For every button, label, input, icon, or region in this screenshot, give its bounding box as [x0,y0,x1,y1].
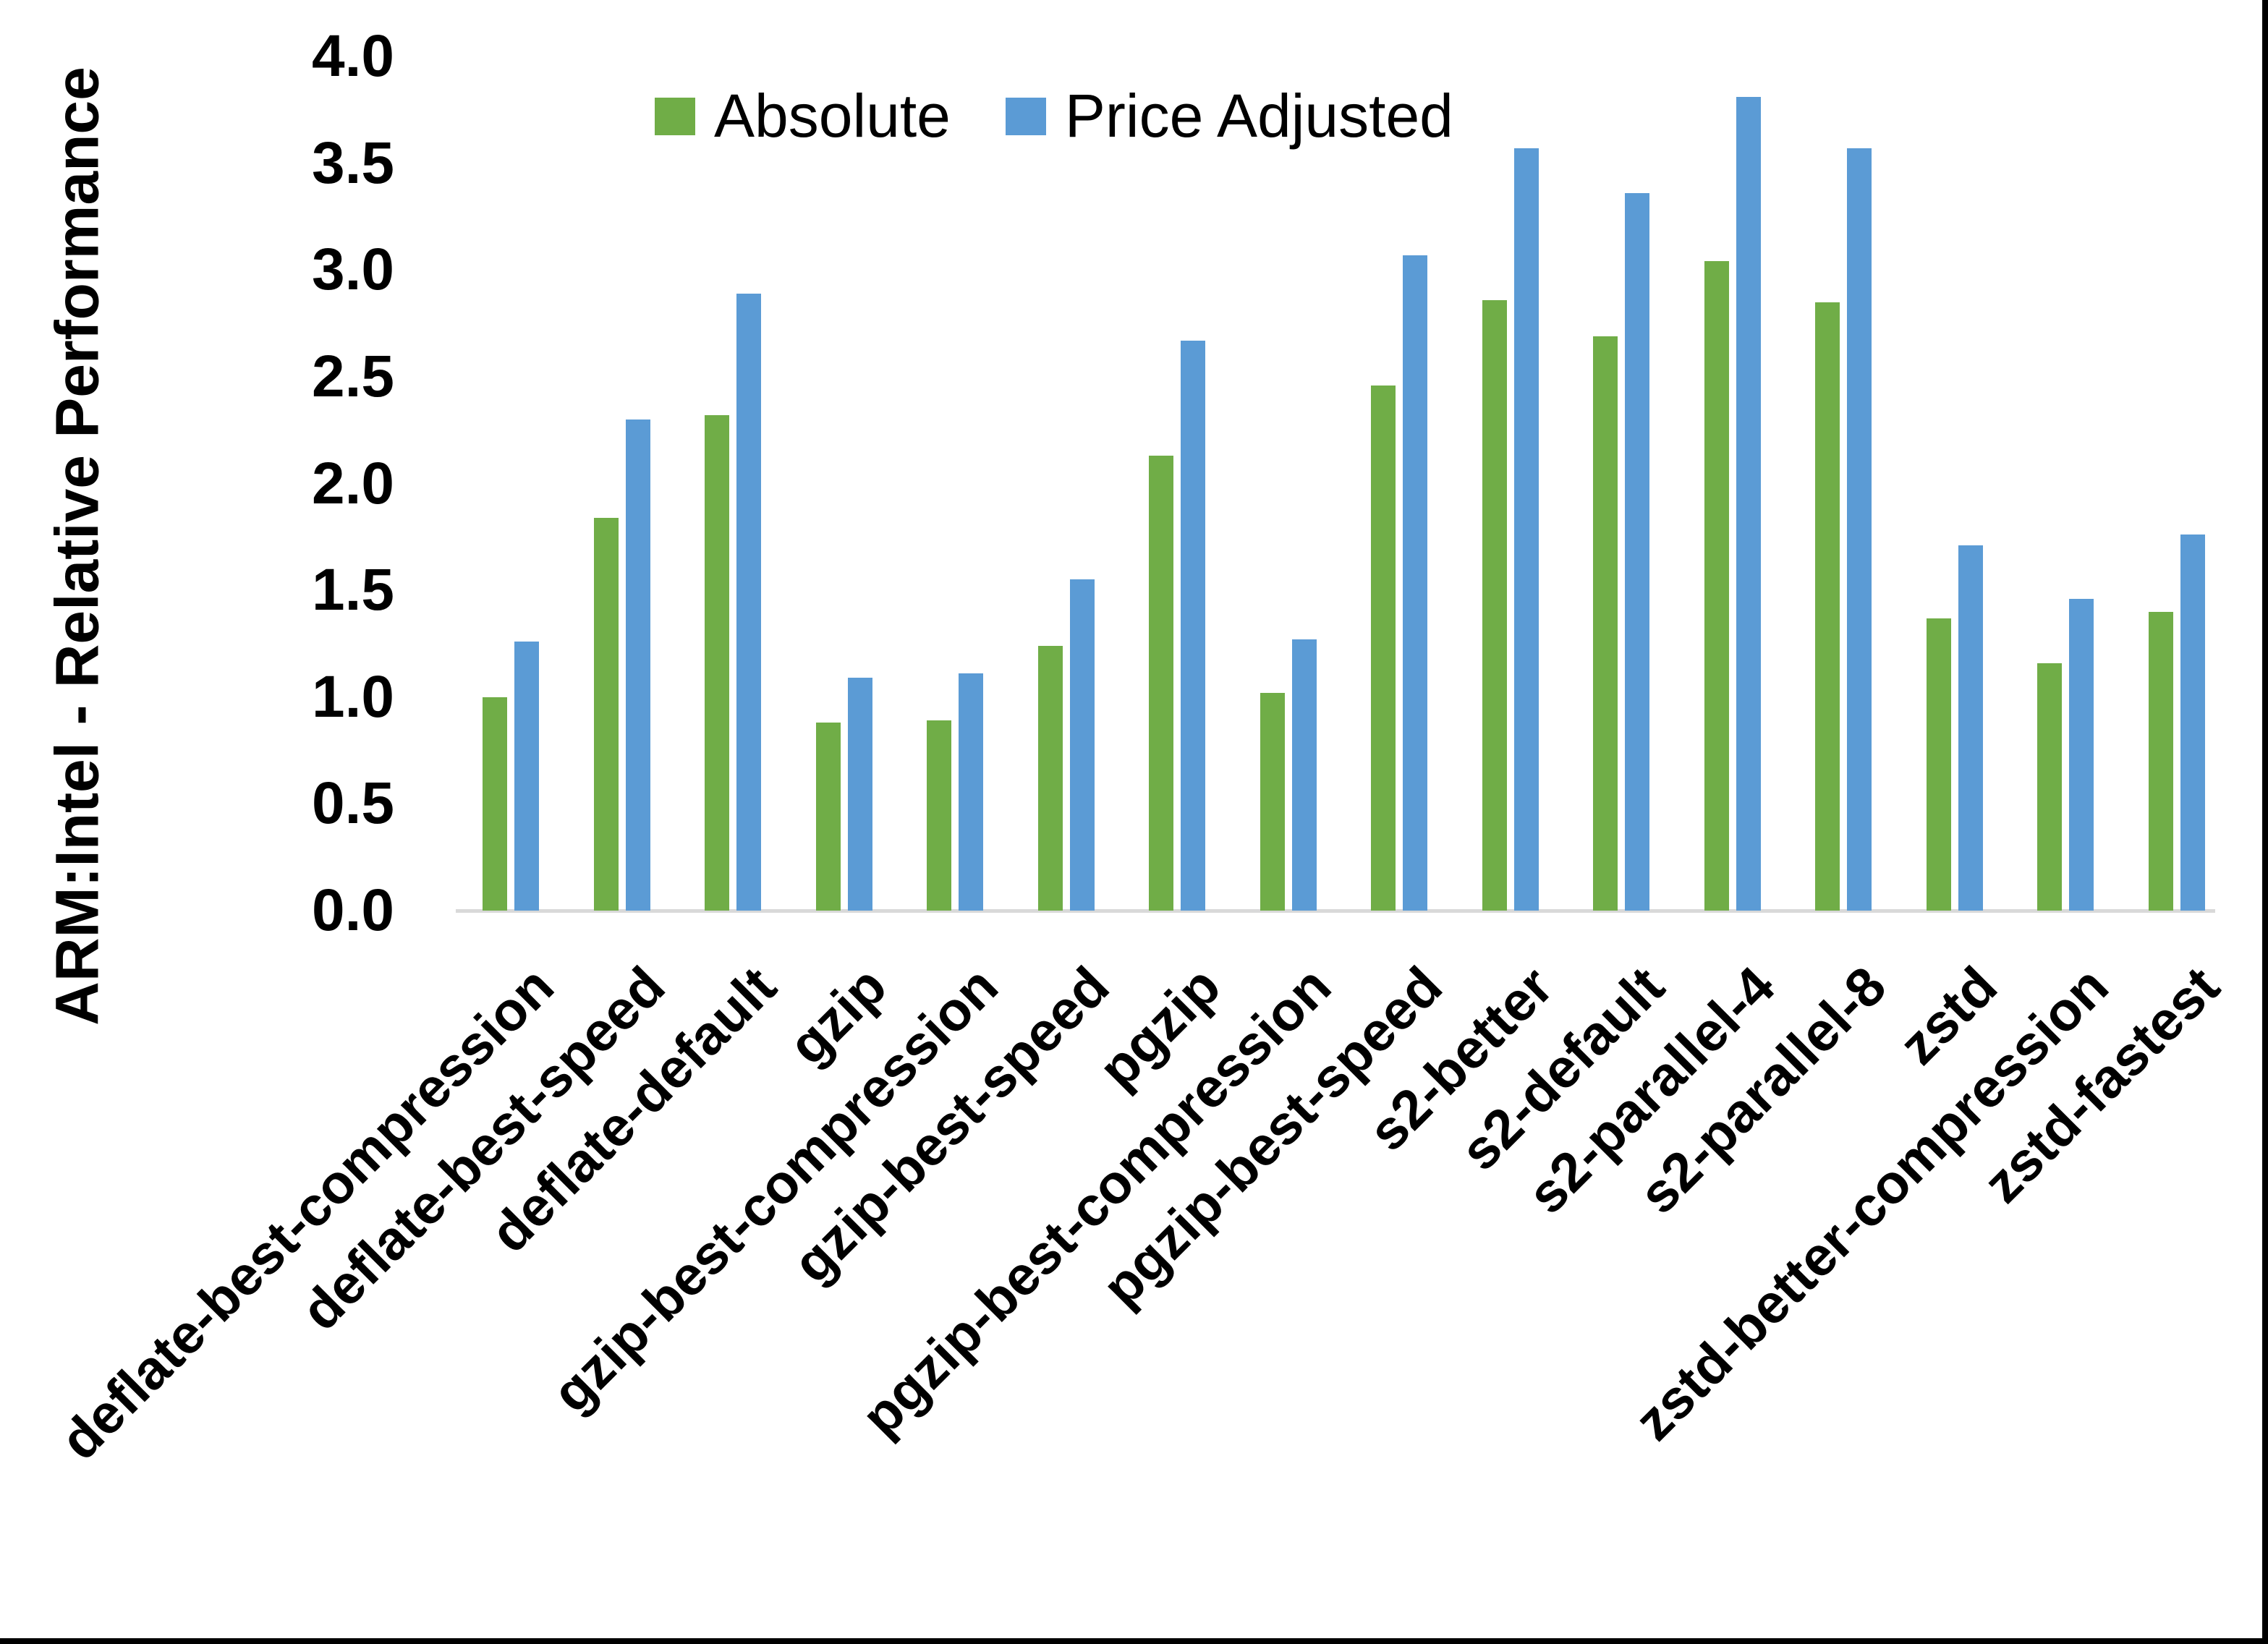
bar-absolute-s2-default [1593,336,1618,911]
y-tick-label-4.0: 4.0 [312,23,394,89]
bar-price-adjusted-deflate-default [736,294,761,911]
y-tick-label-3.5: 3.5 [312,130,394,196]
bar-absolute-s2-better [1482,300,1507,911]
legend: Absolute Price Adjusted [655,81,1453,151]
legend-item-absolute: Absolute [655,81,951,151]
y-tick-label-2.0: 2.0 [312,451,394,516]
bar-absolute-gzip [816,723,841,911]
bar-price-adjusted-s2-parallel-4 [1736,97,1761,911]
bar-absolute-gzip-best-compression [927,720,951,911]
x-axis-line [456,909,2215,913]
bar-price-adjusted-s2-better [1514,148,1539,911]
bar-price-adjusted-gzip-best-speed [1070,579,1095,911]
bar-absolute-s2-parallel-8 [1815,302,1840,911]
bar-absolute-zstd-fastest [2149,612,2173,911]
legend-swatch-price-adjusted [1005,97,1046,135]
bar-price-adjusted-pgzip [1181,341,1205,911]
bar-absolute-s2-parallel-4 [1704,261,1729,911]
bar-price-adjusted-deflate-best-compression [514,642,539,911]
legend-label-price-adjusted: Price Adjusted [1064,82,1453,150]
bar-price-adjusted-pgzip-best-compression [1292,639,1317,911]
y-tick-label-0.0: 0.0 [312,877,394,943]
bar-absolute-deflate-best-speed [594,518,619,911]
bar-absolute-pgzip-best-speed [1371,386,1396,911]
bar-price-adjusted-s2-default [1625,193,1649,911]
y-tick-label-3.0: 3.0 [312,237,394,302]
bar-absolute-deflate-default [705,415,729,911]
screenshot-border-bottom [0,1638,2268,1644]
screenshot-border-right [2262,0,2268,1644]
bar-absolute-pgzip-best-compression [1260,693,1285,911]
bar-price-adjusted-s2-parallel-8 [1847,148,1872,911]
bar-price-adjusted-zstd-fastest [2180,534,2205,911]
bar-price-adjusted-zstd-better-compression [2069,599,2094,911]
bar-price-adjusted-gzip-best-compression [959,673,983,911]
bar-price-adjusted-gzip [848,678,872,911]
bar-absolute-pgzip [1149,456,1173,911]
legend-swatch-absolute [655,97,695,135]
bar-price-adjusted-deflate-best-speed [626,419,650,911]
bar-absolute-zstd [1927,618,1951,911]
bar-absolute-gzip-best-speed [1038,646,1063,911]
y-tick-label-2.5: 2.5 [312,344,394,409]
bar-price-adjusted-pgzip-best-speed [1403,255,1427,911]
y-tick-label-0.5: 0.5 [312,770,394,836]
y-tick-label-1.5: 1.5 [312,557,394,623]
bar-absolute-zstd-better-compression [2037,663,2062,911]
bar-price-adjusted-zstd [1958,545,1983,911]
legend-label-absolute: Absolute [714,82,951,150]
y-tick-label-1.0: 1.0 [312,664,394,730]
y-axis-title: ARM:Intel - Relative Performance [43,67,111,1026]
legend-item-price-adjusted: Price Adjusted [1005,81,1453,151]
bar-absolute-deflate-best-compression [483,697,507,911]
